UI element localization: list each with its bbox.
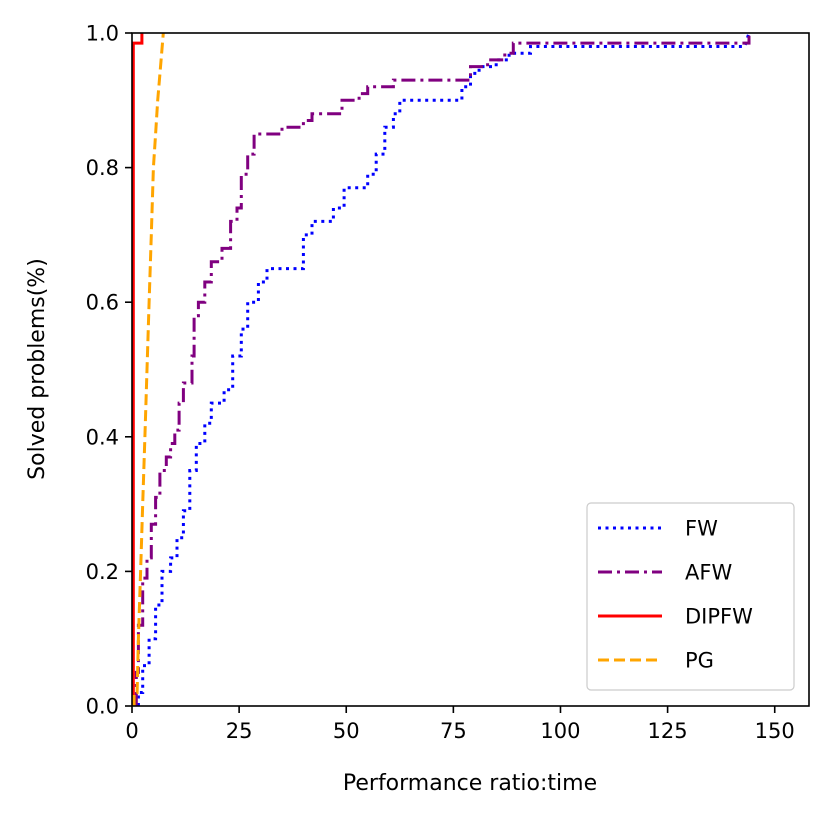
y-tick-label: 0.6 [86,291,119,315]
y-tick-label: 1.0 [86,22,119,46]
series-line-fw [136,33,751,706]
legend-label-dipfw: DIPFW [685,605,753,629]
y-tick-label: 0.2 [86,560,119,584]
x-tick-label: 150 [755,719,795,743]
series-line-dipfw [132,33,144,706]
x-axis: 0 25 50 75 100 125 150 [125,706,795,743]
x-tick-label: 75 [440,719,467,743]
series-layer [132,33,751,706]
x-axis-label: Performance ratio:time [343,771,597,796]
x-tick-label: 100 [540,719,580,743]
y-tick-label: 0.8 [86,156,119,180]
y-tick-label: 0.4 [86,425,119,449]
legend-box [586,502,795,691]
series-line-pg [132,33,165,706]
y-tick-label: 0.0 [86,695,119,719]
legend: FW AFW DIPFW PG [586,502,795,691]
y-axis-label: Solved problems(%) [25,258,50,480]
x-tick-label: 50 [333,719,360,743]
x-tick-label: 125 [648,719,688,743]
legend-label-pg: PG [685,649,714,673]
x-tick-label: 0 [125,719,138,743]
y-axis: 0.0 0.2 0.4 0.6 0.8 1.0 [86,22,132,719]
plot-frame [131,32,810,707]
legend-label-afw: AFW [685,561,732,585]
x-tick-label: 25 [226,719,253,743]
legend-label-fw: FW [685,517,718,541]
